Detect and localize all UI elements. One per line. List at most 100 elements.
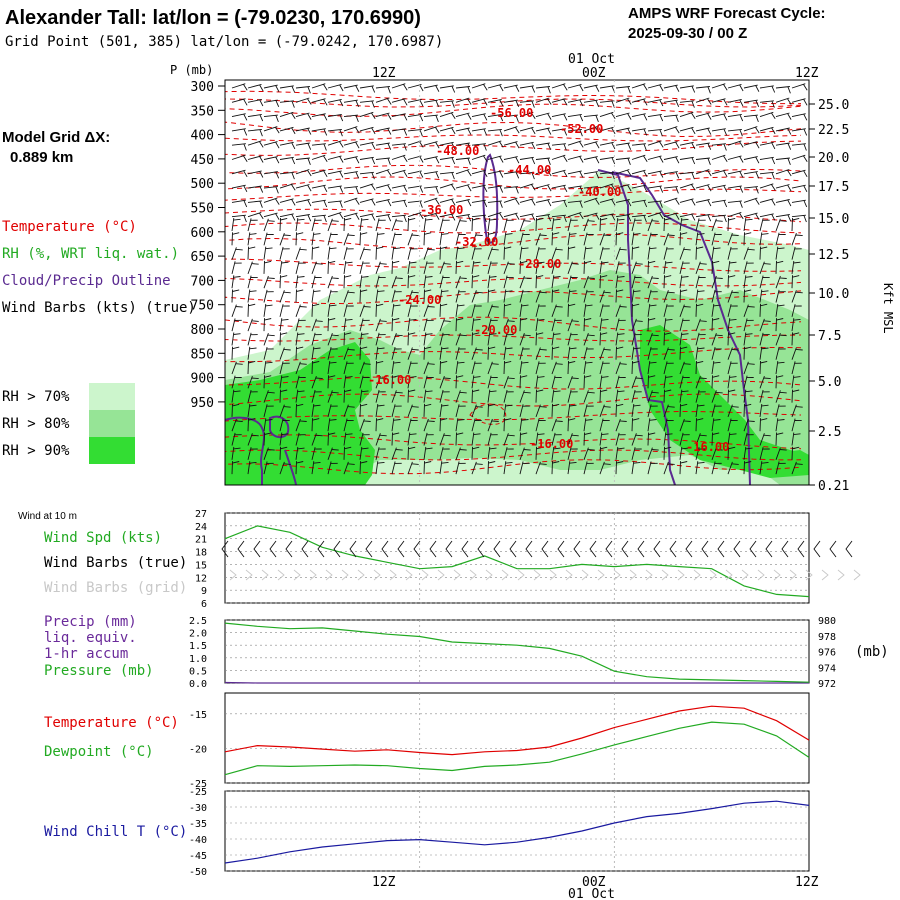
temperature-contour-label: -16.00	[530, 437, 573, 451]
wind-barb-grid	[373, 569, 381, 581]
rh90-region-right-small	[760, 450, 809, 470]
wind-barb	[647, 432, 656, 446]
wind-barb-true	[525, 540, 533, 558]
wind-barb	[615, 86, 631, 94]
wind-barb	[263, 447, 275, 460]
wind-barb	[391, 390, 403, 403]
wind-barb	[503, 212, 520, 220]
wind-barb	[263, 141, 280, 149]
wind-barb	[583, 361, 593, 375]
wind-barb	[615, 304, 627, 317]
wind-barb	[519, 461, 530, 475]
wind-barb	[599, 304, 610, 317]
wind-barb	[455, 275, 467, 289]
wind-barb	[407, 332, 416, 346]
wind-barb	[663, 260, 673, 274]
wind-barb	[471, 347, 483, 360]
wind-barb	[711, 169, 728, 178]
wind-barb	[727, 113, 744, 122]
wind-panel-frame	[224, 512, 810, 604]
wind-barb	[535, 112, 552, 120]
wind-barb	[375, 303, 384, 317]
wind-barb	[759, 275, 770, 289]
wind-barb	[679, 318, 690, 332]
wind-barb	[583, 318, 592, 332]
wind-barb	[775, 461, 786, 475]
wind-barb	[247, 332, 258, 346]
wind-barb	[551, 418, 563, 432]
wind-chill-label: Wind Chill T (°C)	[44, 824, 187, 840]
wind-barb	[327, 83, 344, 92]
wind-barb	[567, 140, 584, 148]
wind-barb	[519, 375, 528, 389]
wind-barb	[279, 275, 288, 289]
wind-barb	[407, 290, 419, 303]
wind-barb	[711, 289, 722, 303]
wind-barb	[519, 111, 536, 120]
wind-barb	[279, 232, 291, 246]
wind-barb	[311, 199, 328, 208]
wind-barb-grid	[437, 569, 445, 581]
wind-barb	[647, 404, 658, 418]
wind-barb	[695, 360, 704, 375]
wind-barb	[775, 361, 785, 375]
wind-barb	[567, 83, 584, 92]
wind-barb	[551, 375, 562, 389]
wind-barb	[359, 156, 376, 165]
wind-barb	[295, 86, 311, 94]
wind-barb	[263, 418, 273, 432]
wind-barb	[695, 127, 712, 135]
wind-barb	[343, 304, 354, 317]
wind-barb	[615, 247, 627, 260]
wind-barb	[535, 97, 552, 105]
cross-section-panel: -56.00 -52.00 -48.00 -44.00 -40.00 -36.00 -32.…	[224, 79, 810, 486]
wind-barb	[663, 432, 673, 446]
wind-barb	[663, 114, 679, 123]
wind-barb	[279, 446, 288, 460]
wind-barb-true	[253, 540, 261, 558]
wind-barb	[743, 99, 760, 107]
wind-barb	[535, 461, 547, 475]
wind-barb	[599, 446, 608, 460]
wind-barb	[727, 375, 737, 389]
wind-barb	[343, 361, 354, 375]
temperature-contour-label: -36.00	[420, 203, 463, 217]
wind-barb	[663, 404, 675, 418]
temperature-closed-contour	[469, 403, 507, 425]
wind-barb	[311, 461, 321, 475]
wind-barb	[631, 433, 643, 446]
wind-barb	[535, 304, 546, 317]
wind-barb-true	[477, 540, 485, 558]
pressure-tick-label: 600	[191, 226, 214, 241]
wind-barb-true	[797, 540, 805, 558]
wind-barb	[551, 83, 568, 91]
wind-barb	[743, 126, 760, 134]
temperature-isotherm	[224, 188, 802, 201]
wind-barb	[279, 389, 288, 403]
wind-barb	[711, 275, 723, 289]
wind-barb	[791, 217, 800, 232]
wind-barb	[663, 246, 674, 260]
wind-barb	[471, 214, 487, 223]
wind-barb	[663, 217, 672, 232]
wind-barb	[551, 346, 560, 360]
wind-barb	[503, 346, 513, 360]
wind-barb	[551, 128, 568, 136]
chill-panel-tick-label: -35	[189, 819, 207, 830]
wind-barb	[743, 375, 754, 389]
wind-barb	[391, 113, 408, 121]
wind-barb	[631, 184, 648, 193]
page-title: Alexander Tall: lat/lon = (-79.0230, 170…	[5, 7, 421, 29]
wind-barb	[263, 461, 274, 475]
wind-barb	[695, 199, 712, 207]
wind-barb	[711, 260, 720, 274]
wind-barb	[247, 360, 256, 375]
wind-barb	[471, 260, 481, 274]
wind-barb	[775, 275, 787, 289]
wind-barb	[231, 113, 248, 121]
wind-barb	[551, 304, 563, 317]
precip-accum-label: 1-hr accum	[44, 646, 128, 662]
wind-barb	[711, 432, 720, 446]
wind-speed-line	[224, 525, 810, 598]
